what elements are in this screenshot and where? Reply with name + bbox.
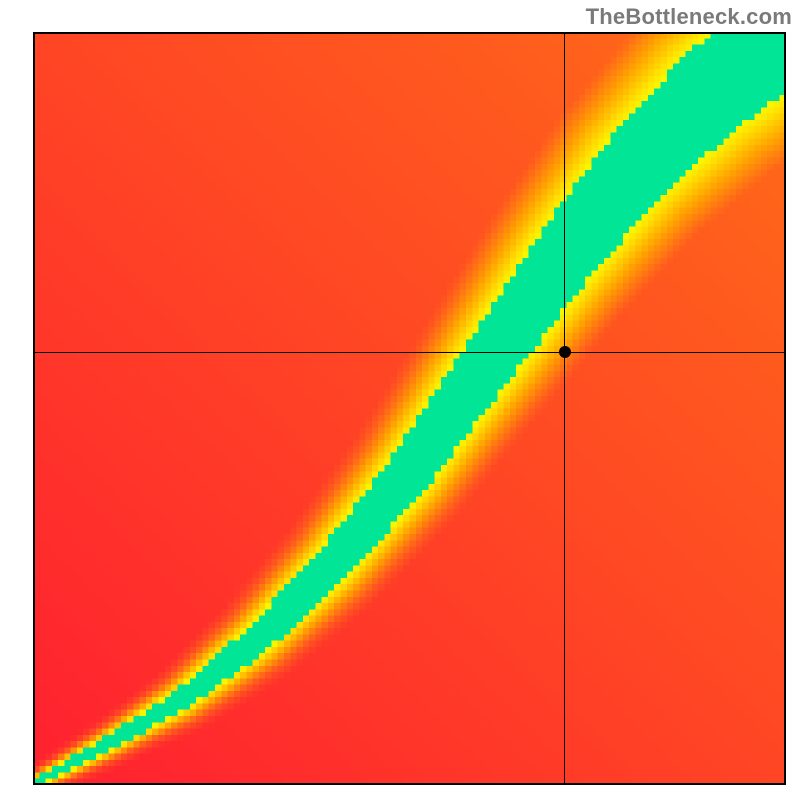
heatmap-canvas — [33, 32, 786, 785]
plot-border-right — [784, 32, 786, 785]
plot-border-left — [33, 32, 35, 785]
crosshair-marker — [559, 346, 571, 358]
heatmap-plot-area — [33, 32, 786, 785]
crosshair-horizontal — [33, 352, 786, 353]
plot-border-top — [33, 32, 786, 34]
plot-border-bottom — [33, 783, 786, 785]
chart-container: TheBottleneck.com — [0, 0, 800, 800]
crosshair-vertical — [564, 32, 565, 785]
watermark-text: TheBottleneck.com — [586, 4, 792, 30]
